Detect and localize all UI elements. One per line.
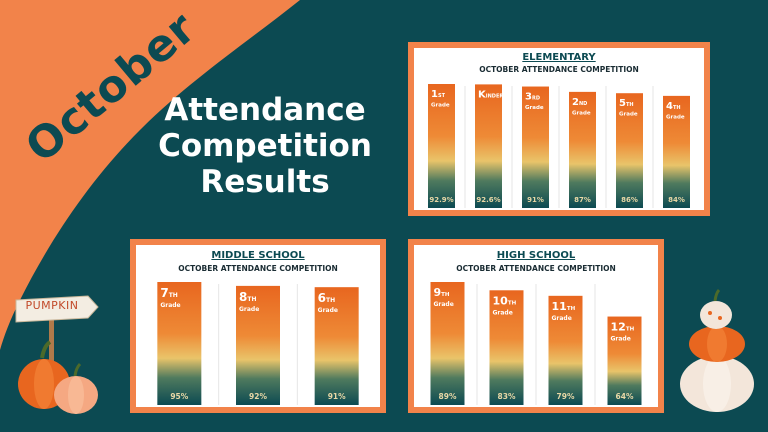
category-label: 4TH — [666, 101, 681, 112]
category-sublabel: Grade — [160, 302, 180, 309]
value-label: 91% — [527, 196, 544, 204]
value-label: 91% — [328, 392, 346, 401]
high-school-chart: 9TH Grade 89% 10TH Grade 83% 11TH Grade 79% 12TH G… — [430, 282, 642, 405]
value-label: 79% — [557, 392, 575, 401]
category-sublabel: Grade — [525, 105, 544, 111]
orange-swoosh — [0, 0, 300, 350]
bar — [475, 84, 502, 208]
panel-subtitle: OCTOBER ATTENDANCE COMPETITION — [456, 264, 616, 273]
high-school-panel: HIGH SCHOOL OCTOBER ATTENDANCE COMPETITI… — [408, 239, 664, 413]
value-label: 87% — [574, 196, 591, 204]
category-sublabel: Grade — [239, 306, 259, 313]
value-label: 89% — [439, 392, 457, 401]
bar — [489, 290, 524, 405]
bar — [607, 316, 642, 405]
category-sublabel: Grade — [619, 112, 638, 118]
value-label: 92.6% — [476, 196, 500, 204]
panel-title: MIDDLE SCHOOL — [211, 250, 305, 261]
category-label: 3RD — [525, 92, 540, 103]
panel-subtitle: OCTOBER ATTENDANCE COMPETITION — [479, 65, 639, 74]
bar — [548, 295, 583, 405]
category-label: 1ST — [431, 89, 446, 100]
bar — [663, 95, 690, 208]
headline-line-2: Competition — [158, 128, 372, 164]
category-label: 7TH — [160, 286, 177, 300]
category-sublabel: Grade — [434, 301, 454, 308]
bar — [616, 93, 643, 208]
category-label: 2ND — [572, 97, 587, 108]
bar — [430, 282, 465, 405]
category-sublabel: Grade — [572, 110, 591, 116]
pumpkin-stack-icon — [680, 288, 754, 412]
headline-line-3: Results — [200, 164, 330, 200]
category-sublabel: Grade — [552, 315, 572, 322]
value-label: 84% — [668, 196, 685, 204]
bar — [428, 84, 455, 208]
headline: Attendance Competition Results — [140, 92, 390, 200]
category-label: 10TH — [493, 294, 517, 307]
panel-subtitle: OCTOBER ATTENDANCE COMPETITION — [178, 264, 338, 273]
elementary-panel: ELEMENTARY OCTOBER ATTENDANCE COMPETITIO… — [408, 42, 710, 216]
sign-post — [49, 318, 54, 370]
category-label: 12TH — [611, 321, 635, 334]
pumpkin-small-icon — [54, 362, 98, 414]
category-sublabel: Grade — [666, 114, 685, 120]
pumpkin-sign-icon — [15, 295, 99, 323]
value-label: 64% — [616, 392, 634, 401]
sign-label: PUMPKIN — [25, 299, 79, 312]
bar — [522, 86, 549, 208]
category-label: 9TH — [434, 286, 450, 299]
category-label: 11TH — [552, 300, 576, 313]
category-label: 8TH — [239, 290, 256, 304]
category-sublabel: Grade — [611, 336, 631, 343]
category-label: 6TH — [318, 291, 335, 305]
value-label: 95% — [170, 392, 188, 401]
category-label: 5TH — [619, 98, 634, 109]
value-label: 92% — [249, 392, 267, 401]
category-sublabel: Grade — [493, 309, 513, 316]
elementary-chart: 1ST Grade 92.9% KINDER 92.6% 3RD Grade 91% 2ND Gr… — [428, 84, 690, 208]
panel-title: ELEMENTARY — [522, 52, 596, 63]
bar — [236, 285, 280, 405]
category-sublabel: Grade — [318, 307, 338, 314]
bar — [314, 287, 359, 405]
value-label: 86% — [621, 196, 638, 204]
bar — [569, 91, 596, 208]
category-label: KINDER — [478, 89, 503, 100]
value-label: 92.9% — [429, 196, 453, 204]
headline-line-1: Attendance — [164, 92, 366, 128]
middle-school-chart: 7TH Grade 95% 8TH Grade 92% 6TH Grade 91% — [157, 282, 359, 405]
bar — [157, 282, 202, 405]
panel-title: HIGH SCHOOL — [496, 250, 576, 261]
value-label: 83% — [498, 392, 516, 401]
category-sublabel: Grade — [431, 103, 450, 109]
middle-school-panel: MIDDLE SCHOOL OCTOBER ATTENDANCE COMPETI… — [130, 239, 386, 413]
